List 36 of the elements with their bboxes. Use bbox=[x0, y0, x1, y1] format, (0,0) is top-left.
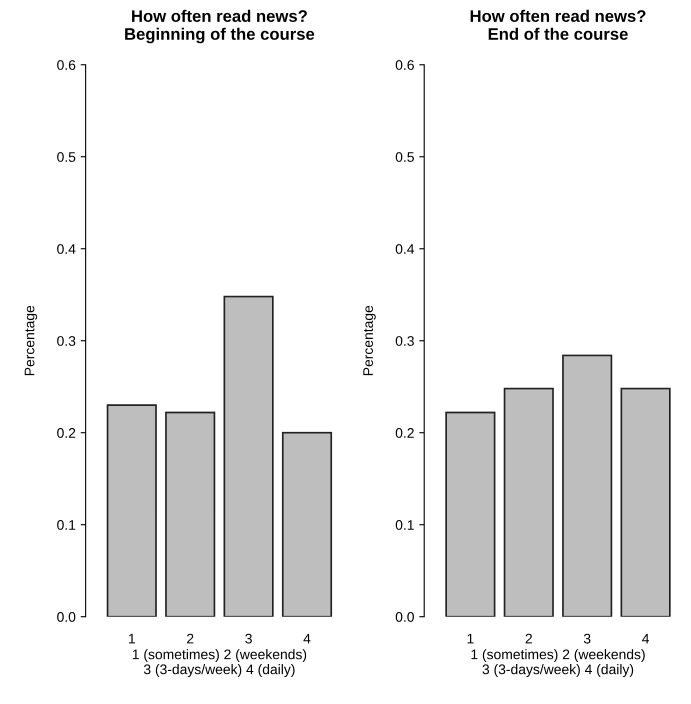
bar bbox=[620, 388, 671, 617]
chart-title: How often read news? Beginning of the course bbox=[125, 10, 314, 44]
x-tick-label: 3 bbox=[245, 634, 252, 644]
bar bbox=[165, 412, 216, 617]
x-axis-title: 1 (sometimes) 2 (weekends) 3 (3-days/week) 4 (daily) bbox=[471, 649, 645, 678]
bar bbox=[106, 404, 157, 617]
y-axis-title: Percentage bbox=[24, 306, 38, 376]
y-tick-label: 0.5 bbox=[57, 152, 76, 162]
x-tick-label: 2 bbox=[187, 634, 194, 644]
y-tick-label: 0.5 bbox=[396, 152, 414, 162]
x-tick-label: 1 bbox=[468, 634, 474, 644]
y-tick-label: 0.0 bbox=[57, 612, 76, 622]
x-tick-label: 4 bbox=[303, 634, 310, 644]
y-tick-label: 0.2 bbox=[57, 428, 76, 438]
x-tick-label: 1 bbox=[128, 634, 135, 644]
bar bbox=[562, 354, 612, 617]
y-tick-label: 0.6 bbox=[57, 60, 76, 70]
x-tick-label: 3 bbox=[584, 634, 590, 644]
y-tick-label: 0.0 bbox=[396, 612, 414, 622]
bar bbox=[504, 388, 554, 617]
y-tick-label: 0.1 bbox=[396, 520, 414, 530]
y-tick-label: 0.3 bbox=[396, 336, 414, 346]
x-axis-title: 1 (sometimes) 2 (weekends) 3 (3-days/week) 4 (daily) bbox=[132, 649, 306, 678]
y-tick-label: 0.4 bbox=[57, 244, 76, 254]
y-tick-label: 0.1 bbox=[57, 520, 76, 530]
y-axis-title: Percentage bbox=[363, 306, 376, 376]
y-tick-label: 0.6 bbox=[396, 60, 414, 70]
x-tick-label: 2 bbox=[526, 634, 532, 644]
x-tick-label: 4 bbox=[642, 634, 650, 644]
y-tick-label: 0.4 bbox=[396, 244, 414, 254]
y-tick-label: 0.3 bbox=[57, 336, 76, 346]
bar bbox=[282, 432, 332, 617]
bar bbox=[224, 296, 274, 617]
y-tick-label: 0.2 bbox=[396, 428, 414, 438]
chart-title: How often read news? End of the course bbox=[470, 10, 646, 40]
bar bbox=[445, 412, 496, 617]
